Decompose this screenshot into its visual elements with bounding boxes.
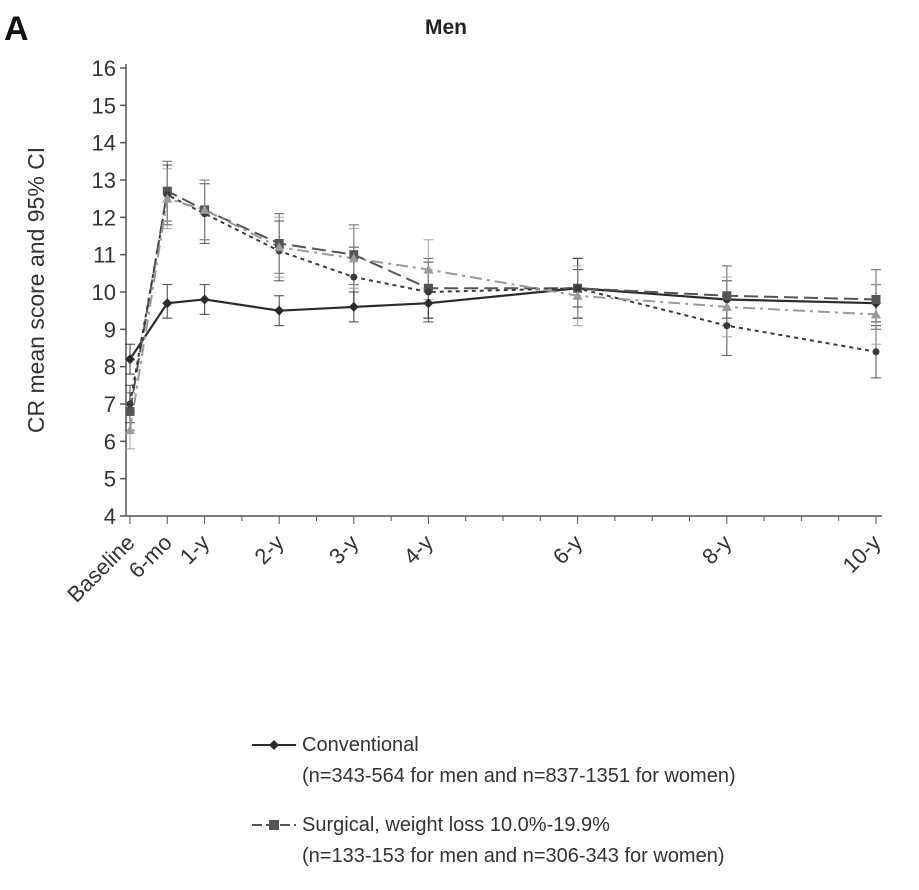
data-point <box>423 298 434 309</box>
y-tick-label: 10 <box>92 280 116 305</box>
y-tick-label: 4 <box>104 504 116 529</box>
data-point <box>423 264 434 274</box>
x-tick-label: 4-y <box>399 530 438 569</box>
data-point <box>162 298 173 309</box>
x-tick-label: 6-y <box>548 530 587 569</box>
y-tick-label: 15 <box>92 93 116 118</box>
x-tick-label: 10-y <box>838 530 886 578</box>
data-point <box>424 288 432 296</box>
data-point <box>162 186 172 196</box>
series-markers <box>125 186 881 435</box>
data-point <box>125 425 135 435</box>
data-point <box>125 406 135 416</box>
legend-swatch-conventional <box>252 740 296 750</box>
legend: Conventional (n=343-564 for men and n=83… <box>250 730 910 890</box>
legend-entry-surgical: Surgical, weight loss 10.0%-19.9% (n=133… <box>250 810 910 872</box>
x-tick-label: 1-y <box>175 530 214 569</box>
data-point <box>423 283 433 293</box>
legend-note-surgical: (n=133-153 for men and n=306-343 for wom… <box>302 845 725 867</box>
data-point <box>722 291 732 301</box>
y-tick-label: 8 <box>104 355 116 380</box>
y-tick-label: 7 <box>104 392 116 417</box>
legend-note-conventional: (n=343-564 for men and n=837-1351 for wo… <box>302 765 736 787</box>
y-tick-label: 16 <box>92 56 116 81</box>
series-line-4 <box>129 197 877 431</box>
data-point <box>162 193 173 203</box>
legend-label-surgical: Surgical, weight loss 10.0%-19.9% <box>302 814 610 836</box>
y-tick-label: 13 <box>92 168 116 193</box>
y-axis-label: CR mean score and 95% CI <box>23 147 49 433</box>
x-tick-label: 2-y <box>249 530 288 569</box>
y-tick-label: 12 <box>92 205 116 230</box>
line-chart: A Men CR mean score and 95% CI 4 5 6 7 8 9 10 1… <box>4 10 886 607</box>
data-point <box>348 253 359 263</box>
y-tick-label: 5 <box>104 467 116 492</box>
x-tick-label: 8-y <box>697 530 736 569</box>
data-point <box>871 294 881 304</box>
panel-label: A <box>4 10 29 48</box>
data-point <box>572 290 583 300</box>
data-point <box>723 322 731 330</box>
data-point <box>350 273 358 281</box>
data-point <box>871 309 881 319</box>
x-tick-label: 6-mo <box>124 530 177 583</box>
legend-swatch-surgical <box>252 820 296 830</box>
data-point <box>348 301 359 312</box>
data-point <box>872 348 880 356</box>
y-tick-label: 11 <box>93 243 116 268</box>
y-tick-label: 9 <box>104 317 116 342</box>
data-point <box>274 305 285 316</box>
series-lines <box>129 189 877 431</box>
data-point <box>199 204 210 214</box>
data-point <box>574 284 582 292</box>
legend-entry-conventional: Conventional (n=343-564 for men and n=83… <box>250 730 910 792</box>
y-tick-label: 6 <box>104 429 116 454</box>
y-tick-label: 14 <box>92 131 116 156</box>
x-tick-label: 3-y <box>324 530 363 569</box>
data-point <box>199 294 210 305</box>
chart-title: Men <box>425 16 467 39</box>
series-line-1 <box>129 287 877 360</box>
data-point <box>125 354 135 365</box>
legend-label-conventional: Conventional <box>302 734 419 756</box>
data-point <box>721 301 732 311</box>
data-point <box>274 242 285 252</box>
data-point <box>126 400 134 408</box>
